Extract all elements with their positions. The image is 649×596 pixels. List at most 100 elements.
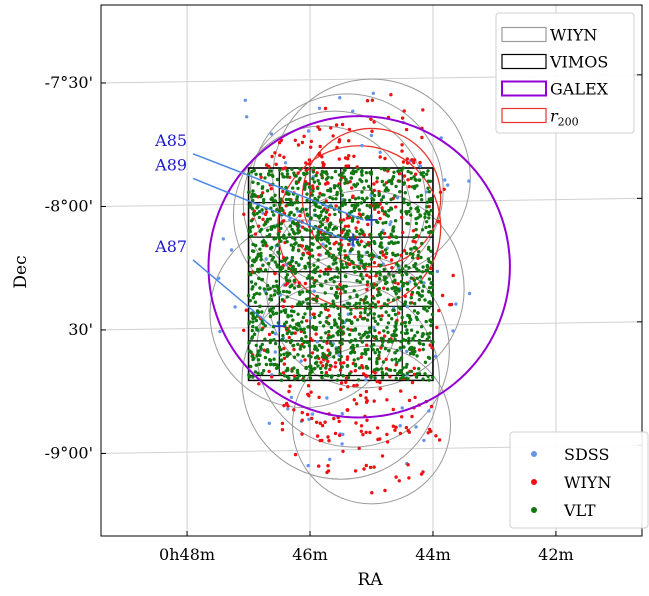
wiyn-point	[357, 446, 361, 450]
vlt-point	[279, 197, 283, 201]
vlt-point	[312, 263, 316, 267]
vlt-point	[369, 282, 374, 286]
vlt-point	[392, 170, 396, 174]
vlt-point	[324, 302, 328, 306]
vlt-point	[295, 376, 300, 380]
wiyn-point	[400, 215, 404, 220]
vlt-point	[357, 252, 361, 257]
vlt-point	[259, 227, 264, 232]
vlt-point	[274, 366, 279, 370]
wiyn-point	[372, 188, 376, 193]
vlt-point	[291, 344, 295, 348]
vlt-point	[327, 225, 332, 229]
vlt-point	[361, 333, 365, 338]
wiyn-point	[359, 424, 364, 428]
vlt-point	[380, 375, 385, 380]
vlt-point	[343, 202, 347, 206]
vlt-point	[282, 352, 286, 356]
vlt-point	[310, 193, 314, 197]
vlt-point	[296, 353, 300, 357]
vlt-point	[296, 186, 300, 191]
vlt-point	[345, 265, 349, 269]
sdss-point	[422, 438, 426, 443]
wiyn-point	[309, 390, 313, 394]
vlt-point	[352, 289, 356, 293]
vlt-point	[405, 251, 409, 256]
vlt-point	[371, 334, 375, 338]
vlt-point	[408, 316, 412, 320]
vlt-point	[428, 331, 432, 335]
wiyn-point	[281, 189, 285, 194]
vlt-point	[285, 172, 290, 176]
vlt-point	[405, 331, 409, 335]
vlt-point	[305, 340, 310, 345]
wiyn-point	[327, 314, 332, 318]
vlt-point	[292, 366, 296, 370]
vlt-point	[250, 195, 254, 199]
wiyn-point	[282, 346, 286, 351]
sdss-point	[398, 424, 402, 428]
vlt-point	[413, 265, 417, 269]
vlt-point	[291, 245, 296, 250]
vlt-point	[268, 338, 273, 342]
sdss-point	[328, 457, 332, 462]
x-tick-label-0: 0h48m	[159, 545, 215, 564]
vlt-point	[415, 184, 419, 188]
vlt-point	[250, 263, 254, 268]
vlt-point	[328, 304, 333, 308]
vlt-point	[308, 290, 312, 294]
vlt-point	[273, 362, 277, 367]
legend-samples: SDSS WIYN VLT	[509, 431, 649, 529]
vlt-point	[260, 321, 265, 325]
legend-top-frame	[495, 12, 635, 134]
vlt-point	[320, 345, 324, 350]
vlt-point	[323, 306, 328, 310]
vlt-point	[296, 342, 300, 346]
vlt-point	[301, 300, 305, 304]
vlt-point	[251, 296, 255, 300]
vlt-point	[425, 309, 429, 313]
wiyn-point	[323, 182, 328, 186]
vlt-point	[300, 320, 304, 324]
vlt-point	[372, 193, 377, 198]
vlt-point	[248, 203, 253, 207]
vlt-point	[407, 201, 411, 206]
vlt-point	[290, 255, 295, 260]
vlt-point	[414, 221, 419, 226]
vlt-point	[369, 232, 373, 236]
wiyn-point	[326, 348, 330, 352]
vlt-point	[328, 195, 332, 199]
vlt-point	[305, 171, 309, 175]
vlt-point	[384, 372, 389, 376]
vlt-point	[368, 311, 373, 315]
vlt-point	[364, 171, 369, 175]
vlt-point	[313, 270, 317, 275]
x-tick-label-1: 46m	[292, 545, 328, 564]
wiyn-point	[369, 117, 373, 122]
vlt-point	[332, 304, 336, 309]
sdss-point	[405, 349, 409, 354]
wiyn-point	[292, 347, 296, 352]
vlt-point	[320, 375, 324, 380]
vlt-point	[316, 265, 320, 269]
wiyn-point	[375, 379, 379, 384]
vlt-point	[288, 324, 292, 328]
vlt-point	[339, 245, 343, 250]
vlt-point	[318, 366, 323, 371]
vlt-point	[343, 274, 348, 278]
wiyn-point	[430, 346, 434, 350]
vlt-point	[380, 209, 385, 213]
wiyn-point	[399, 253, 403, 257]
cluster-label-1: A89	[154, 155, 187, 174]
sdss-point	[414, 425, 418, 429]
vlt-point	[295, 368, 300, 373]
vlt-point	[296, 371, 300, 375]
wiyn-point	[385, 398, 389, 402]
wiyn-point	[401, 160, 406, 164]
vlt-point	[429, 291, 434, 295]
sdss-point	[467, 291, 472, 296]
vlt-point	[370, 344, 374, 349]
vlt-point	[383, 248, 388, 252]
legend-label-sub: 200	[558, 116, 579, 129]
